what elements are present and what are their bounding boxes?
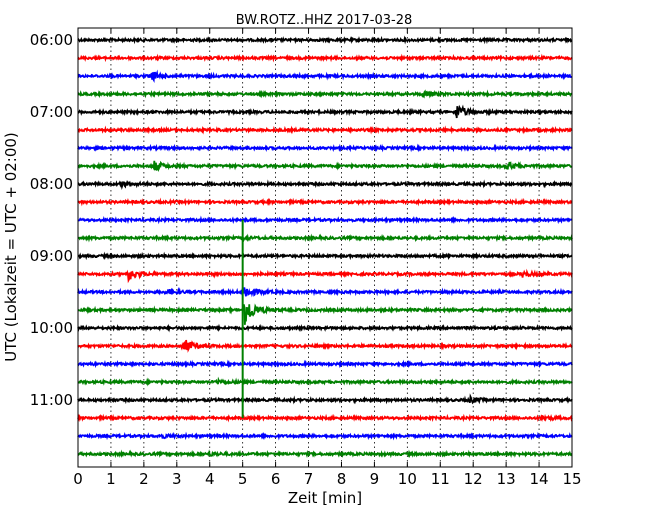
trace-1015 xyxy=(77,339,573,353)
trace-0930 xyxy=(77,286,573,298)
trace-0745 xyxy=(77,160,573,173)
x-tick-label: 3 xyxy=(172,470,182,488)
trace-0700 xyxy=(77,104,573,119)
trace-0845 xyxy=(77,233,573,243)
y-tick-label: 06:00 xyxy=(30,31,73,49)
trace-1145 xyxy=(77,449,573,459)
y-tick-label: 10:00 xyxy=(30,319,73,337)
trace-0730 xyxy=(77,143,573,153)
x-tick-label: 6 xyxy=(271,470,281,488)
trace-0630 xyxy=(77,69,573,84)
x-tick-label: 13 xyxy=(497,470,516,488)
trace-1100 xyxy=(77,393,573,405)
x-tick-label: 7 xyxy=(304,470,314,488)
y-tick-label: 09:00 xyxy=(30,247,73,265)
x-tick-label: 1 xyxy=(106,470,116,488)
x-tick-label: 5 xyxy=(238,470,248,488)
trace-1115 xyxy=(77,413,573,423)
trace-0715 xyxy=(77,125,573,135)
x-axis-ticks: 0 1 2 3 4 5 6 7 8 9 10 11 12 13 14 15 xyxy=(73,28,582,488)
trace-1030 xyxy=(77,359,573,369)
trace-0645 xyxy=(77,89,573,99)
trace-1045 xyxy=(77,376,573,387)
trace-0830 xyxy=(77,215,573,225)
x-tick-label: 0 xyxy=(73,470,83,488)
x-tick-label: 8 xyxy=(337,470,347,488)
x-tick-label: 10 xyxy=(398,470,417,488)
x-tick-label: 9 xyxy=(370,470,380,488)
trace-0945 xyxy=(77,303,573,325)
x-axis-title: Zeit [min] xyxy=(288,489,362,507)
plot-frame xyxy=(77,27,573,468)
trace-0900 xyxy=(77,251,573,261)
y-axis-title: UTC (Lokalzeit = UTC + 02:00) xyxy=(2,132,20,362)
x-tick-label: 14 xyxy=(530,470,549,488)
trace-0600 xyxy=(77,35,573,45)
y-tick-label: 07:00 xyxy=(30,103,73,121)
trace-0800 xyxy=(77,179,573,190)
trace-1130 xyxy=(77,431,573,441)
trace-1000 xyxy=(77,323,573,333)
x-tick-label: 15 xyxy=(562,470,581,488)
x-tick-label: 12 xyxy=(464,470,483,488)
y-tick-label: 11:00 xyxy=(30,391,73,409)
x-tick-label: 11 xyxy=(431,470,450,488)
trace-0815 xyxy=(77,197,573,207)
y-axis-ticks: 06:00 07:00 08:00 09:00 10:00 11:00 xyxy=(30,31,572,409)
trace-0615 xyxy=(77,53,573,63)
traces xyxy=(77,35,573,459)
y-tick-label: 08:00 xyxy=(30,175,73,193)
x-tick-label: 4 xyxy=(205,470,215,488)
chart-title: BW.ROTZ..HHZ 2017-03-28 xyxy=(236,13,412,28)
x-tick-label: 2 xyxy=(139,470,149,488)
trace-0915 xyxy=(77,268,573,284)
